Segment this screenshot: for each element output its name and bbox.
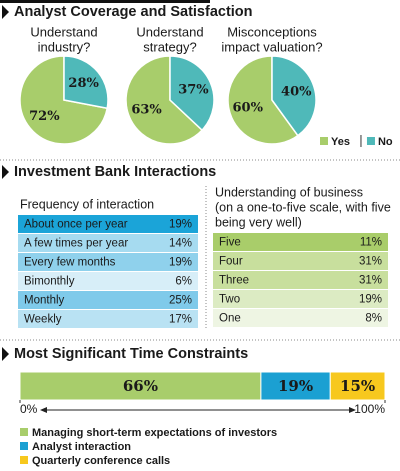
table-title: Understanding of business: [215, 185, 363, 199]
arrow-head: [349, 407, 356, 413]
heading: Most Significant Time Constraints: [14, 346, 248, 362]
row-value: 31%: [359, 275, 382, 287]
table-row: [213, 233, 388, 251]
table-title: being very well): [215, 215, 302, 229]
legend-swatch: [20, 442, 28, 450]
table-row: [213, 271, 388, 289]
row-label: Three: [219, 275, 249, 287]
row-value: 14%: [169, 238, 192, 250]
heading: Investment Bank Interactions: [14, 164, 216, 180]
legend-label: Analyst interaction: [32, 441, 131, 453]
pie-slice: [63, 55, 109, 110]
bar-segment: [260, 371, 331, 401]
row-label: Monthly: [24, 295, 65, 307]
row-label: One: [219, 313, 241, 325]
legend-label: Quarterly conference calls: [32, 455, 170, 467]
table-row: [18, 291, 198, 309]
heading-marker: [2, 165, 9, 179]
pie-title: industry?: [38, 39, 91, 54]
row-value: 6%: [175, 276, 192, 288]
pie-slice: [169, 55, 215, 132]
row-label: Five: [219, 237, 241, 249]
arrow-head: [40, 407, 47, 413]
pie-title: Understand: [136, 24, 203, 39]
table-row: [18, 310, 198, 328]
bar-segment: [19, 371, 262, 401]
pie-label: 37%: [178, 82, 209, 97]
pie-label: 60%: [233, 100, 264, 115]
legend-swatch: [20, 428, 28, 436]
pie-title: Understand: [30, 24, 97, 39]
table-row: [213, 309, 388, 327]
x-tick-label: 100%: [354, 402, 385, 416]
row-label: A few times per year: [24, 238, 128, 250]
row-value: 19%: [359, 294, 382, 306]
row-value: 17%: [169, 314, 192, 326]
legend-label: No: [378, 136, 393, 148]
table-row: [18, 253, 198, 271]
table-row: [18, 215, 198, 233]
table-title: Frequency of interaction: [20, 197, 154, 211]
heading: Analyst Coverage and Satisfaction: [14, 4, 253, 20]
table-row: [213, 252, 388, 270]
row-label: Bimonthly: [24, 276, 75, 288]
pie-title: impact valuation?: [221, 39, 322, 54]
bar-segment: [329, 371, 386, 401]
x-tick-label: 0%: [20, 402, 38, 416]
pie-slice: [271, 55, 317, 137]
row-value: 8%: [365, 313, 382, 325]
pie-slice: [227, 55, 299, 145]
legend-swatch: [320, 137, 328, 145]
table-row: [18, 272, 198, 290]
bar-label: 15%: [340, 377, 375, 395]
legend-label: Yes: [331, 136, 350, 148]
pie-label: 63%: [131, 103, 162, 118]
pie-label: 28%: [68, 76, 99, 91]
bar-label: 66%: [123, 377, 158, 395]
heading-marker: [2, 347, 9, 361]
pie-slice: [125, 55, 204, 145]
row-label: Weekly: [24, 314, 62, 326]
legend-swatch: [20, 456, 28, 464]
top-rule: [0, 0, 210, 3]
row-label: Every few months: [24, 257, 116, 269]
table-row: [213, 290, 388, 308]
row-label: About once per year: [24, 219, 128, 231]
row-value: 25%: [169, 295, 192, 307]
pie-title: strategy?: [143, 39, 196, 54]
pie-label: 40%: [281, 85, 312, 100]
table-row: [18, 234, 198, 252]
row-value: 19%: [169, 257, 192, 269]
row-value: 19%: [169, 219, 192, 231]
table-title: (on a one-to-five scale, with five: [215, 200, 391, 214]
row-label: Two: [219, 294, 240, 306]
row-label: Four: [219, 256, 243, 268]
legend-label: Managing short-term expectations of inve…: [32, 427, 277, 439]
row-value: 31%: [359, 256, 382, 268]
row-value: 11%: [360, 237, 382, 249]
pie-label: 72%: [29, 109, 60, 124]
legend-swatch: [366, 137, 375, 145]
pie-title: Misconceptions: [227, 24, 317, 39]
bar-label: 19%: [278, 377, 313, 395]
heading-marker: [2, 5, 9, 19]
